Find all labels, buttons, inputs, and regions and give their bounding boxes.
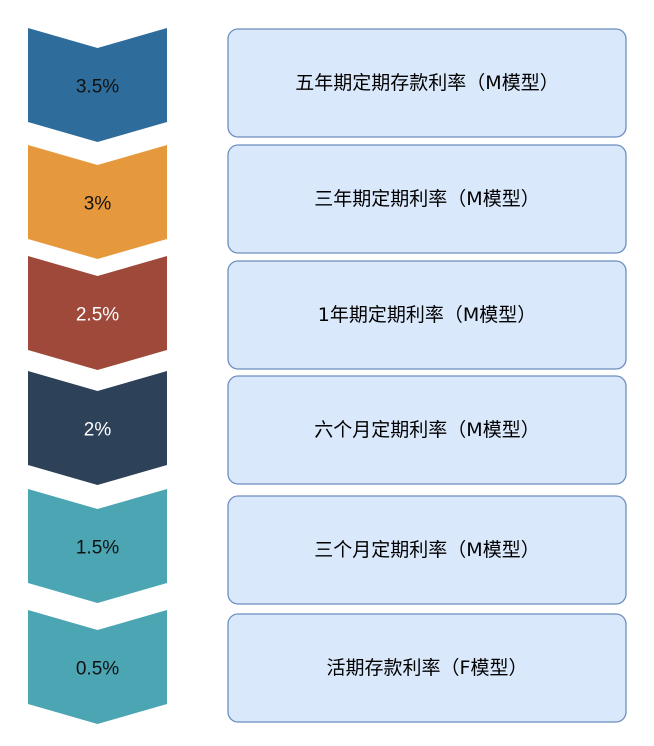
rate-description-box	[227, 28, 627, 138]
rate-value: 2%	[84, 420, 112, 441]
rate-description-box	[227, 144, 627, 254]
step-1: 3.5% 五年期定期存款利率（M模型）	[28, 28, 627, 142]
rate-description-label: 三个月定期利率（M模型）	[314, 539, 539, 561]
rate-description-label: 活期存款利率（F模型）	[327, 657, 528, 679]
rate-description-label: 六个月定期利率（M模型）	[314, 419, 539, 441]
step-2: 3% 三年期定期利率（M模型）	[28, 144, 627, 259]
rate-chevron	[28, 256, 167, 370]
rate-chevron	[28, 610, 167, 724]
rate-description-label: 1年期定期利率（M模型）	[318, 304, 536, 326]
rate-description-box	[227, 495, 627, 605]
rate-value: 3.5%	[76, 77, 119, 98]
step-4: 2% 六个月定期利率（M模型）	[28, 371, 627, 485]
rate-chevron	[28, 489, 167, 603]
rate-value: 1.5%	[76, 538, 119, 559]
rate-value: 3%	[84, 194, 112, 215]
rate-description-box	[227, 375, 627, 485]
rate-value: 2.5%	[76, 305, 119, 326]
rate-description-box	[227, 613, 627, 723]
rate-chevron	[28, 145, 167, 259]
step-6: 0.5% 活期存款利率（F模型）	[28, 610, 627, 724]
rate-description-label: 五年期定期存款利率（M模型）	[295, 72, 558, 94]
rate-chevron	[28, 371, 167, 485]
rate-description-label: 三年期定期利率（M模型）	[314, 188, 539, 210]
rate-value: 0.5%	[76, 659, 119, 680]
step-3: 2.5% 1年期定期利率（M模型）	[28, 256, 627, 370]
step-5: 1.5% 三个月定期利率（M模型）	[28, 489, 627, 605]
rate-chevron	[28, 28, 167, 142]
rate-description-box	[227, 260, 627, 370]
